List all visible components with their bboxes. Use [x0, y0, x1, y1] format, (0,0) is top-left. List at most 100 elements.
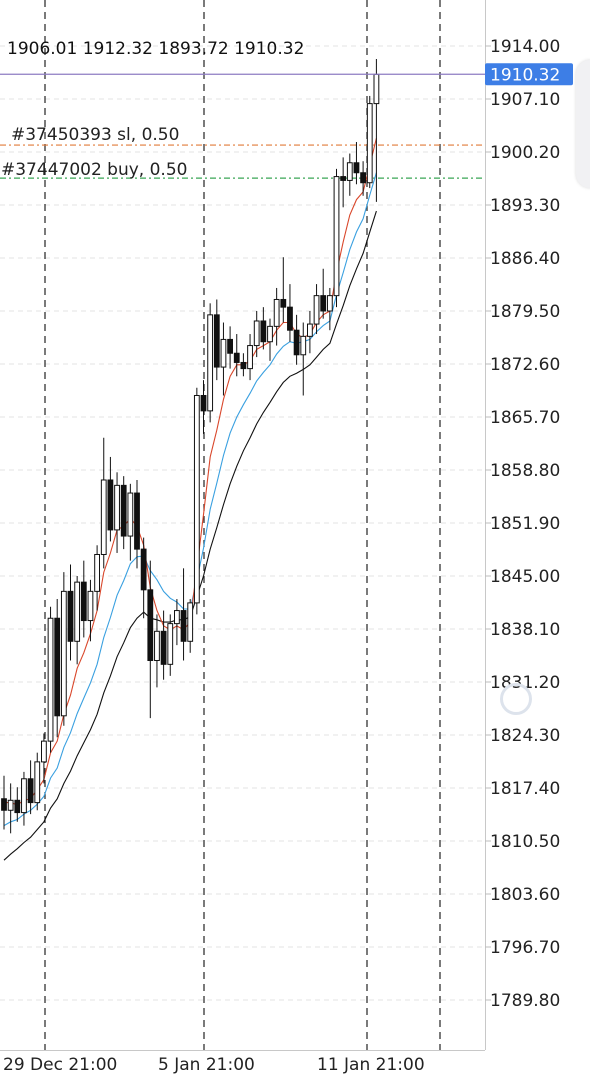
y-tick-label: 1810.50 — [490, 832, 560, 852]
time-axis[interactable]: 29 Dec 21:00 5 Jan 21:00 11 Jan 21:00 — [3, 1055, 425, 1075]
candle-body-bear — [160, 630, 167, 665]
candle — [41, 733, 47, 784]
current-price-tag-background — [485, 63, 573, 86]
candle-body-bear — [287, 306, 293, 331]
candle — [333, 168, 340, 308]
candle — [360, 161, 367, 196]
candle-body-bear — [27, 778, 34, 804]
candle-body-bull — [94, 553, 100, 592]
candle-body-bull — [220, 338, 227, 368]
candle-body-bear — [14, 799, 21, 814]
candle — [54, 599, 61, 738]
y-tick-label: 1872.60 — [490, 355, 560, 375]
moving-averages — [3, 138, 377, 861]
candle — [160, 610, 167, 680]
y-tick-label: 1838.10 — [490, 620, 560, 640]
side-panel-handle[interactable] — [576, 60, 590, 188]
candle — [200, 380, 207, 434]
candle — [253, 311, 260, 358]
candle — [313, 284, 320, 335]
candle-body-bull — [21, 778, 27, 814]
candle-body-bull — [253, 320, 260, 347]
candle-body-bear — [293, 329, 300, 356]
candle-body-bear — [280, 298, 287, 308]
candle-body-bear — [260, 320, 267, 343]
candle — [220, 322, 227, 396]
y-tick-label: 1789.80 — [490, 991, 560, 1011]
trade-label-sl[interactable]: #37450393 sl, 0.50 — [11, 125, 179, 145]
price-axis[interactable]: 1914.00 1907.10 1900.20 1893.30 1886.40 1879.… — [485, 37, 560, 1011]
candle — [187, 599, 194, 653]
candle-body-bull — [74, 581, 81, 642]
candle — [34, 752, 41, 811]
trade-label-buy[interactable]: #37447002 buy, 0.50 — [1, 160, 187, 180]
candle-body-bull — [300, 335, 307, 356]
y-tick-label: 1817.40 — [490, 779, 560, 799]
candle-body-bear — [233, 352, 240, 363]
candle — [273, 287, 280, 346]
y-tick-label: 1900.20 — [490, 143, 560, 163]
candle — [167, 614, 174, 676]
candle-body-bear — [67, 590, 74, 642]
ma-mid-line — [3, 172, 377, 827]
candle-body-bull — [333, 176, 340, 297]
x-tick-label: 5 Jan 21:00 — [158, 1055, 255, 1075]
candle — [280, 257, 287, 323]
candle-body-bear — [134, 492, 140, 550]
candle — [366, 95, 373, 189]
candle-body-bull — [273, 298, 280, 327]
y-tick-label: 1865.70 — [490, 408, 560, 428]
candle — [47, 606, 54, 753]
candle-body-bull — [366, 103, 373, 184]
candle — [147, 560, 154, 719]
y-tick-label: 1824.30 — [490, 726, 560, 746]
candle — [300, 322, 307, 396]
candle-body-bull — [207, 314, 214, 412]
candle-body-bull — [154, 630, 160, 661]
candle — [227, 326, 233, 369]
candle — [7, 783, 14, 834]
candle — [27, 760, 34, 815]
candle-body-bear — [213, 314, 220, 368]
horizontal-gridlines — [0, 45, 485, 1001]
trade-label-sl-text[interactable]: #37450393 sl, 0.50 — [11, 125, 179, 145]
candle-body-bear — [107, 479, 114, 531]
candle-body-bear — [360, 172, 367, 184]
candle-body-bear — [54, 617, 61, 717]
candle — [260, 307, 267, 350]
candle-body-bull — [100, 479, 107, 555]
candle-body-bull — [47, 617, 54, 742]
candle-body-bear — [1, 798, 7, 811]
candle-body-bull — [87, 590, 94, 622]
candle — [127, 483, 134, 561]
candle — [326, 287, 333, 331]
candle — [107, 456, 114, 542]
candle — [21, 771, 27, 826]
candle — [346, 153, 353, 196]
candle-body-bear — [227, 338, 233, 354]
candle-body-bull — [60, 590, 67, 717]
trade-label-buy-text[interactable]: #37447002 buy, 0.50 — [1, 160, 187, 180]
y-tick-label: 1879.50 — [490, 302, 560, 322]
y-tick-label: 1796.70 — [490, 938, 560, 958]
current-price-tag-text: 1910.32 — [490, 65, 560, 85]
candle — [307, 311, 313, 354]
trade-lines — [0, 144, 485, 179]
candle-body-bull — [174, 610, 180, 625]
y-tick-label: 1914.00 — [490, 37, 560, 57]
candle — [80, 560, 87, 638]
candle — [320, 268, 327, 319]
candle-body-bear — [147, 589, 154, 661]
candle-body-bear — [180, 610, 187, 642]
current-price-tag: 1910.32 — [485, 63, 573, 86]
candle-body-bear — [340, 176, 347, 181]
candle-body-bull — [373, 73, 380, 105]
candle — [1, 775, 7, 830]
candle-body-bull — [326, 295, 333, 312]
candle — [154, 614, 160, 688]
candle — [293, 314, 300, 365]
candle — [373, 59, 380, 202]
y-tick-label: 1907.10 — [490, 90, 560, 110]
candle — [140, 537, 147, 619]
